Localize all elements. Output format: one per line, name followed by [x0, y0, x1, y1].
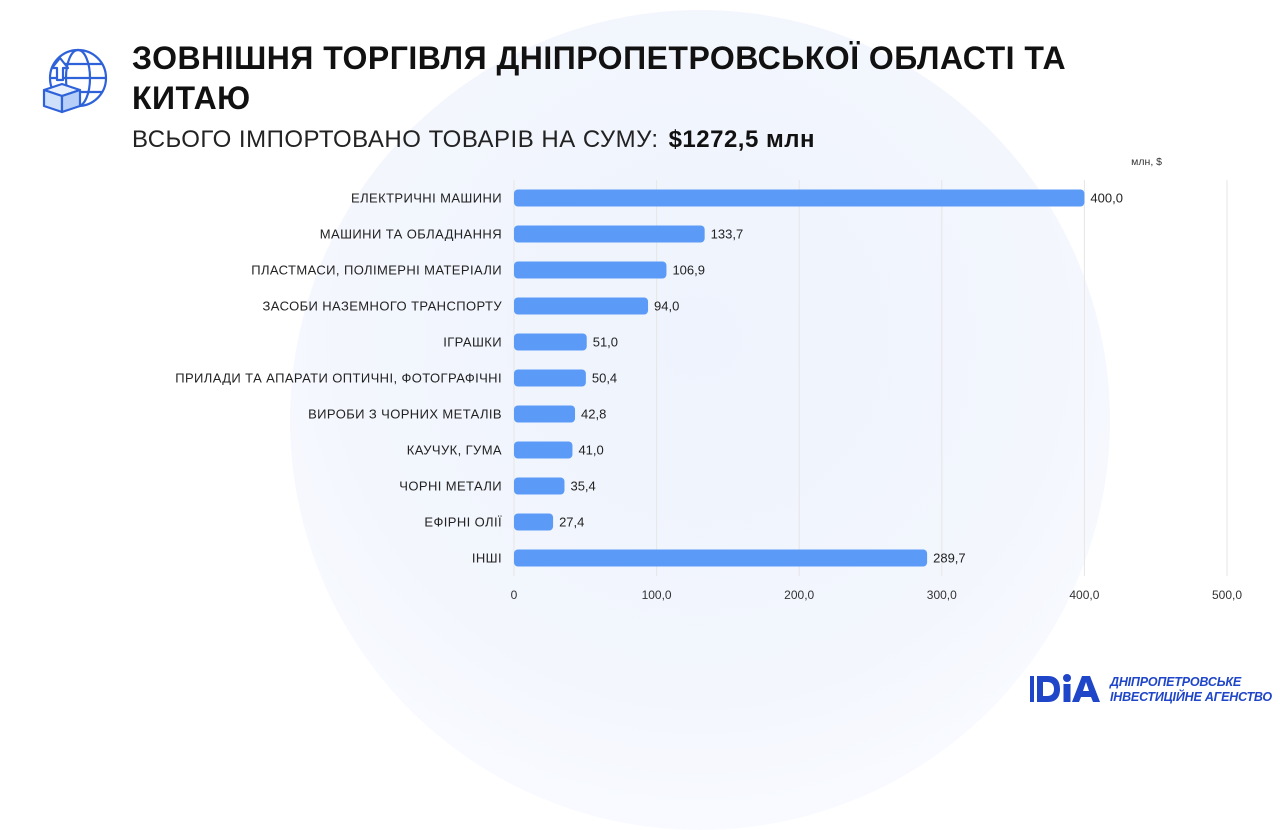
category-label: ЕФІРНІ ОЛІЇ	[424, 515, 502, 530]
subtitle-total-value: $1272,5 млн	[668, 126, 815, 153]
bar	[514, 189, 1085, 207]
bar	[514, 405, 576, 423]
subtitle: ВСЬОГО ІМПОРТОВАНО ТОВАРІВ НА СУМУ: $1272…	[132, 126, 815, 154]
data-label: 51,0	[593, 335, 618, 350]
subtitle-label: ВСЬОГО ІМПОРТОВАНО ТОВАРІВ НА СУМУ:	[132, 126, 659, 153]
x-tick-label: 100,0	[642, 588, 672, 602]
category-label: КАУЧУК, ГУМА	[407, 443, 502, 458]
data-label: 289,7	[933, 551, 966, 566]
category-label: ВИРОБИ З ЧОРНИХ МЕТАЛІВ	[308, 407, 502, 422]
unit-label: млн, $	[1131, 156, 1162, 168]
data-label: 42,8	[581, 407, 606, 422]
x-tick-label: 300,0	[927, 588, 957, 602]
data-label: 400,0	[1090, 191, 1123, 206]
bar-chart: 0 100,0 200,0 300,0 400,0 500,0 млн, $ ЕЛЕКТРИЧ…	[175, 156, 1242, 602]
bar	[514, 261, 667, 279]
bar	[514, 549, 928, 567]
data-label: 41,0	[578, 443, 603, 458]
data-label: 50,4	[592, 371, 617, 386]
background-circle	[290, 10, 1110, 830]
page-title: ЗОВНІШНЯ ТОРГІВЛЯ ДНІПРОПЕТРОВСЬКОЇ ОБЛА…	[132, 40, 1067, 116]
brand-name: ДНІПРОПЕТРОВСЬКЕ ІНВЕСТИЦІЙНЕ АГЕНСТВО	[1110, 675, 1272, 705]
data-label: 94,0	[654, 299, 679, 314]
category-label: ЗАСОБИ НАЗЕМНОГО ТРАНСПОРТУ	[263, 299, 503, 314]
brand-logo: ДНІПРОПЕТРОВСЬКЕ ІНВЕСТИЦІЙНЕ АГЕНСТВО	[1030, 668, 1272, 708]
data-label: 27,4	[559, 515, 584, 530]
bar	[514, 225, 705, 243]
category-label: ПЛАСТМАСИ, ПОЛІМЕРНІ МАТЕРІАЛИ	[251, 263, 502, 278]
brand-name-line2: ІНВЕСТИЦІЙНЕ АГЕНСТВО	[1110, 690, 1272, 704]
category-label: ІНШІ	[472, 551, 502, 566]
brand-name-line1: ДНІПРОПЕТРОВСЬКЕ	[1110, 675, 1242, 689]
bar	[514, 441, 573, 459]
bar	[514, 297, 649, 315]
x-tick-label: 200,0	[784, 588, 814, 602]
data-label: 133,7	[711, 227, 744, 242]
data-label: 106,9	[672, 263, 705, 278]
x-tick-label: 400,0	[1069, 588, 1099, 602]
category-label: ЕЛЕКТРИЧНІ МАШИНИ	[351, 191, 502, 206]
category-label: МАШИНИ ТА ОБЛАДНАННЯ	[320, 227, 502, 242]
bar	[514, 477, 565, 495]
category-label: ІГРАШКИ	[443, 335, 502, 350]
bar	[514, 513, 554, 531]
globe-box-upload-icon	[42, 48, 108, 114]
bar	[514, 333, 587, 351]
x-tick-label: 500,0	[1212, 588, 1242, 602]
bar	[514, 369, 586, 387]
dia-logo-icon	[1030, 674, 1100, 702]
x-tick-label: 0	[511, 588, 518, 602]
category-label: ЧОРНІ МЕТАЛИ	[399, 479, 502, 494]
data-label: 35,4	[570, 479, 595, 494]
category-label: ПРИЛАДИ ТА АПАРАТИ ОПТИЧНІ, ФОТОГРАФІЧНІ	[175, 371, 502, 386]
